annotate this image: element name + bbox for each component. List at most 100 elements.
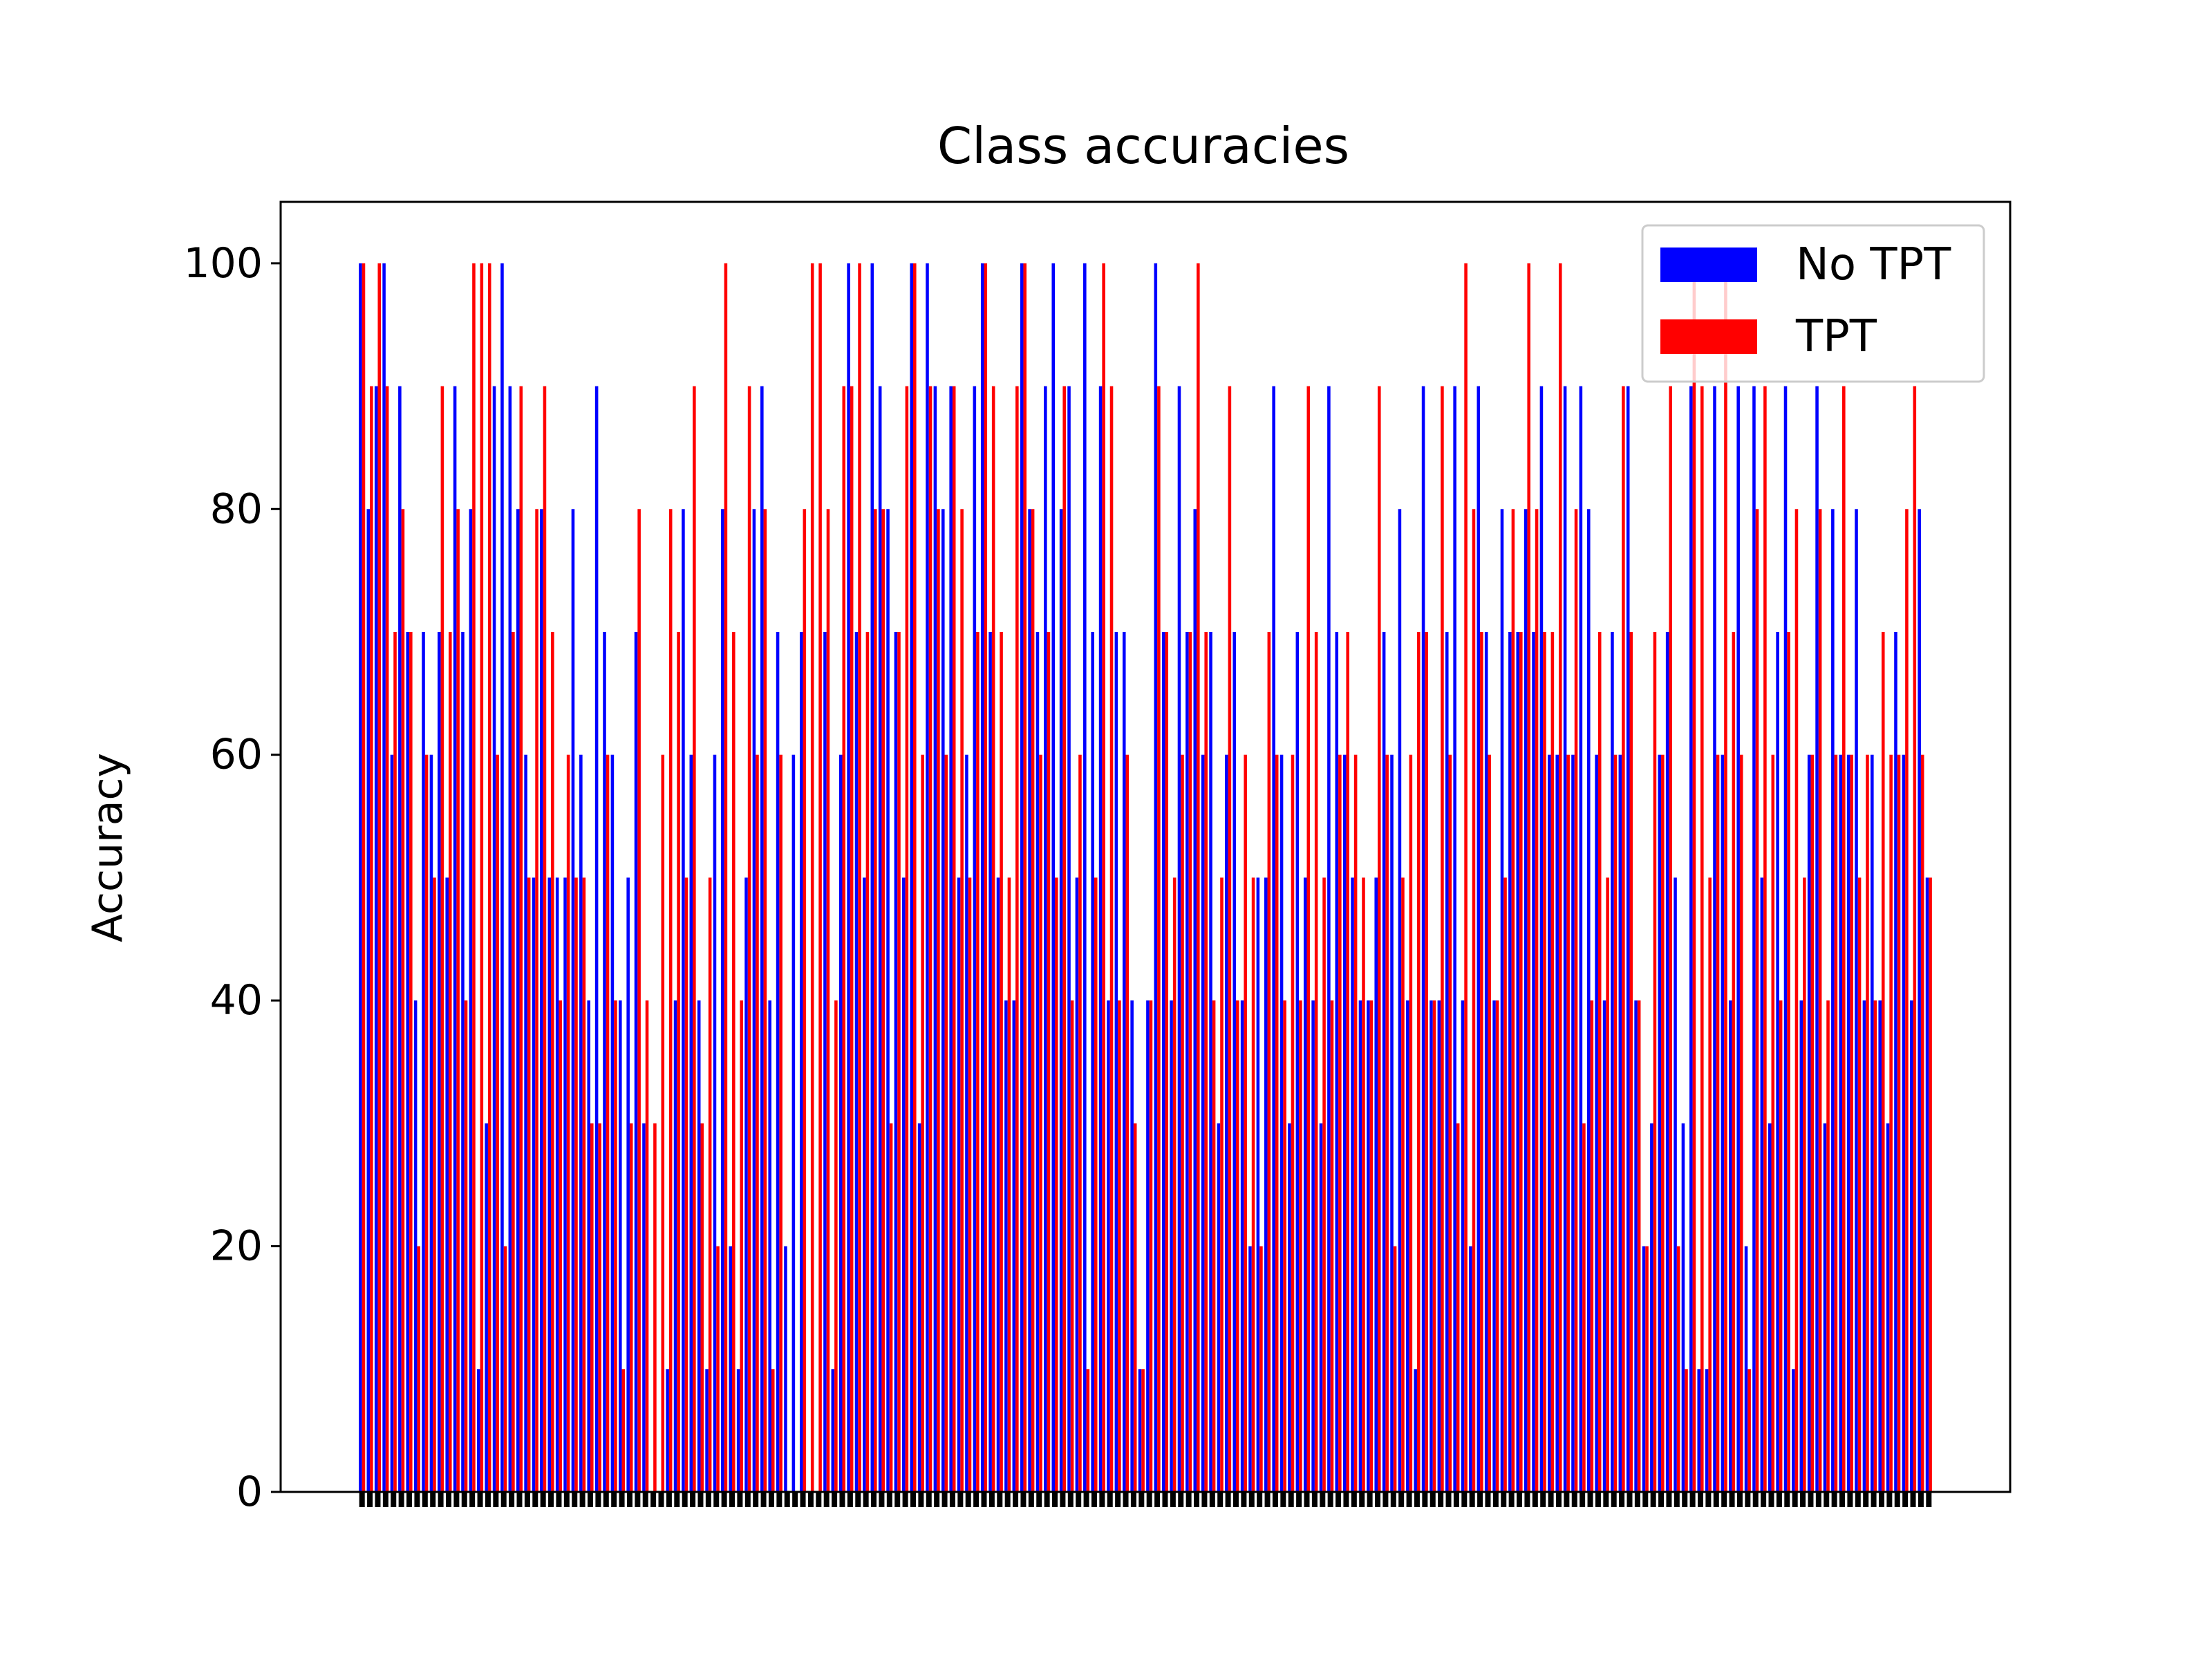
bar-no-tpt xyxy=(697,1000,701,1492)
bar-tpt xyxy=(606,754,610,1492)
bar-no-tpt xyxy=(1303,877,1307,1492)
bar-tpt xyxy=(1259,1246,1263,1492)
bar-tpt xyxy=(1472,509,1476,1492)
bar-tpt xyxy=(512,632,515,1492)
bar-no-tpt xyxy=(1823,1123,1827,1492)
bar-no-tpt xyxy=(1201,754,1205,1492)
bar-tpt xyxy=(1535,509,1539,1492)
bar-tpt xyxy=(653,1123,657,1492)
bar-no-tpt xyxy=(1311,1000,1315,1492)
bar-tpt xyxy=(1850,754,1853,1492)
bar-no-tpt xyxy=(1539,386,1544,1492)
bar-no-tpt xyxy=(1421,386,1425,1492)
bar-no-tpt xyxy=(791,754,796,1492)
chart-title: Class accuracies xyxy=(937,117,1349,175)
bar-tpt xyxy=(1574,509,1578,1492)
bar-no-tpt xyxy=(1815,386,1819,1492)
bar-no-tpt xyxy=(1744,1246,1748,1492)
bar-no-tpt xyxy=(382,263,386,1492)
bar-tpt xyxy=(1015,386,1019,1492)
bar-tpt xyxy=(944,754,948,1492)
bar-no-tpt xyxy=(838,754,843,1492)
bar-no-tpt xyxy=(540,509,543,1492)
bars-group xyxy=(359,263,1932,1492)
bar-tpt xyxy=(858,263,861,1492)
bar-tpt xyxy=(1165,632,1169,1492)
bar-tpt xyxy=(708,877,712,1492)
bar-no-tpt xyxy=(721,509,724,1492)
bar-no-tpt xyxy=(413,1000,418,1492)
bar-tpt xyxy=(566,754,570,1492)
bar-tpt xyxy=(487,263,491,1492)
bar-tpt xyxy=(464,1000,468,1492)
bar-tpt xyxy=(826,509,830,1492)
bar-tpt xyxy=(889,1123,893,1492)
bar-no-tpt xyxy=(1382,632,1386,1492)
bar-tpt xyxy=(1023,263,1027,1492)
bar-no-tpt xyxy=(563,877,567,1492)
bar-no-tpt xyxy=(1862,1000,1866,1492)
bar-no-tpt xyxy=(1272,386,1275,1492)
bar-tpt xyxy=(1676,1246,1680,1492)
bar-tpt xyxy=(1653,632,1657,1492)
bar-no-tpt xyxy=(532,877,536,1492)
bar-no-tpt xyxy=(1855,509,1858,1492)
bar-tpt xyxy=(818,263,822,1492)
bar-no-tpt xyxy=(1264,877,1268,1492)
bar-no-tpt xyxy=(1484,632,1488,1492)
bar-no-tpt xyxy=(980,263,984,1492)
bar-no-tpt xyxy=(1256,877,1260,1492)
bar-no-tpt xyxy=(1091,632,1094,1492)
bar-no-tpt xyxy=(1059,509,1063,1492)
bar-tpt xyxy=(1306,386,1311,1492)
bar-tpt xyxy=(1747,1369,1751,1492)
bar-tpt xyxy=(1118,1000,1121,1492)
bar-no-tpt xyxy=(736,1369,740,1492)
bar-no-tpt xyxy=(485,1123,488,1492)
bar-no-tpt xyxy=(1185,632,1189,1492)
bar-tpt xyxy=(897,632,901,1492)
bar-tpt xyxy=(700,1123,704,1492)
bar-no-tpt xyxy=(1760,877,1764,1492)
legend-label-tpt: TPT xyxy=(1795,311,1877,362)
bar-no-tpt xyxy=(863,877,866,1492)
bar-tpt xyxy=(677,632,680,1492)
bar-no-tpt xyxy=(1146,1000,1150,1492)
bar-no-tpt xyxy=(1477,386,1481,1492)
bar-no-tpt xyxy=(744,877,748,1492)
bar-no-tpt xyxy=(1358,1000,1362,1492)
bar-no-tpt xyxy=(1555,754,1559,1492)
bar-tpt xyxy=(1291,754,1295,1492)
bar-tpt xyxy=(1669,386,1672,1492)
bar-no-tpt xyxy=(1586,509,1591,1492)
bar-no-tpt xyxy=(996,877,1000,1492)
bar-tpt xyxy=(1629,632,1633,1492)
bar-tpt xyxy=(1550,632,1555,1492)
bar-no-tpt xyxy=(1602,1000,1606,1492)
bar-tpt xyxy=(1378,386,1381,1492)
bar-tpt xyxy=(629,1123,633,1492)
bar-tpt xyxy=(1866,754,1869,1492)
bar-tpt xyxy=(1771,754,1775,1492)
bar-no-tpt xyxy=(1516,632,1520,1492)
bar-no-tpt xyxy=(1209,632,1212,1492)
bar-no-tpt xyxy=(965,754,968,1492)
bar-no-tpt xyxy=(776,632,780,1492)
bar-tpt xyxy=(1000,632,1003,1492)
bar-tpt xyxy=(928,386,932,1492)
bar-no-tpt xyxy=(634,632,638,1492)
bar-no-tpt xyxy=(1689,386,1693,1492)
bar-tpt xyxy=(1346,632,1349,1492)
bar-tpt xyxy=(968,877,972,1492)
bar-no-tpt xyxy=(988,632,992,1492)
bar-tpt xyxy=(1582,1123,1586,1492)
bar-no-tpt xyxy=(366,509,371,1492)
bar-tpt xyxy=(1685,1369,1688,1492)
bar-no-tpt xyxy=(1721,754,1725,1492)
bar-no-tpt xyxy=(547,877,552,1492)
bar-no-tpt xyxy=(1871,754,1874,1492)
bar-no-tpt xyxy=(1783,386,1788,1492)
bar-tpt xyxy=(1007,877,1011,1492)
bar-tpt xyxy=(1873,1000,1877,1492)
